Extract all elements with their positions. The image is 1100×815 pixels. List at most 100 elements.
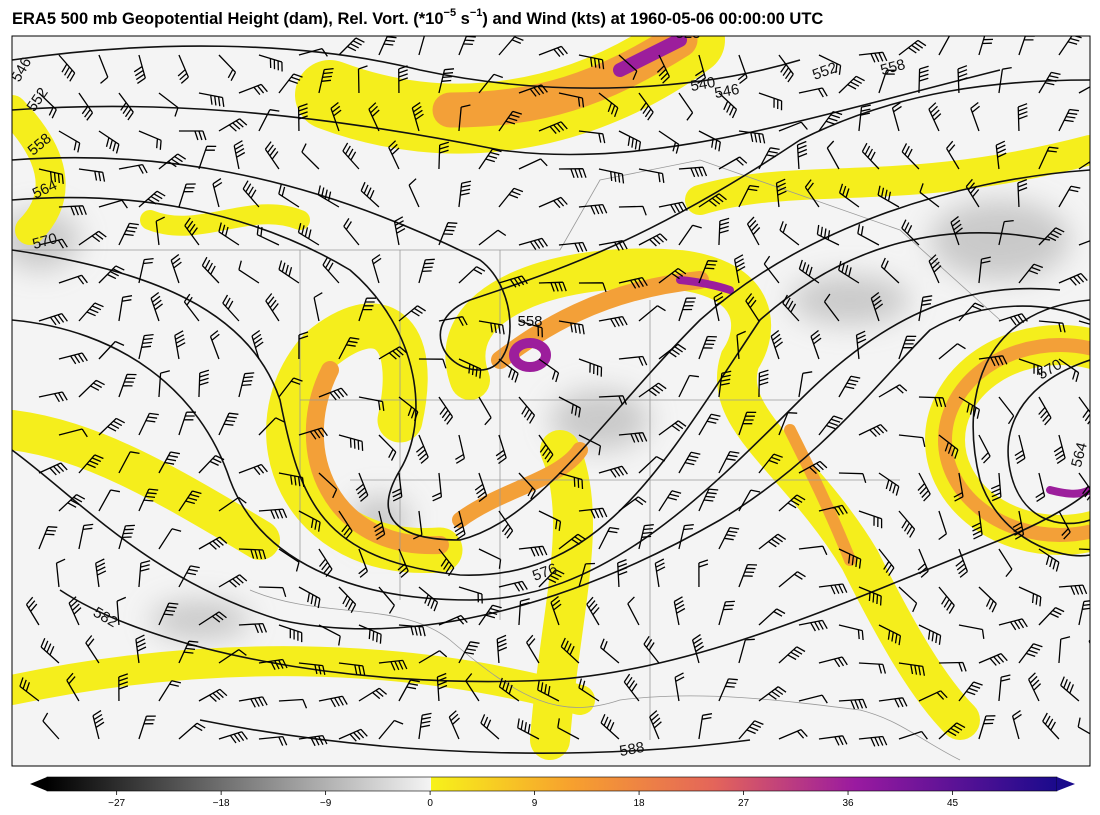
wind-barb (118, 373, 137, 398)
wind-barb (338, 662, 366, 676)
wind-barb (158, 528, 182, 550)
wind-barb (498, 275, 528, 288)
wind-barb (455, 434, 466, 464)
wind-barb (1035, 472, 1046, 502)
wind-barb (858, 662, 887, 674)
wind-barb (238, 372, 255, 398)
wind-barb (798, 694, 828, 704)
wind-barb (355, 472, 369, 502)
wind-barb (738, 184, 760, 208)
wind-barb (578, 678, 600, 702)
colorbar-tick-label: 9 (532, 798, 538, 809)
wind-barb (138, 715, 156, 740)
wind-barb (278, 184, 300, 208)
wind-barb (818, 656, 848, 668)
wind-barb (796, 140, 808, 170)
wind-barb (198, 688, 228, 702)
wind-barb (798, 545, 828, 556)
wind-barb (478, 396, 492, 426)
wind-barb (222, 294, 240, 322)
wind-barb (218, 412, 239, 436)
wind-barb (857, 224, 880, 246)
wind-barb (378, 434, 397, 461)
wind-barb (398, 396, 419, 422)
wind-barb (297, 223, 320, 246)
wind-barb (98, 54, 109, 84)
wind-barb (198, 455, 225, 474)
wind-barb (617, 558, 628, 588)
wind-barb (298, 586, 321, 609)
wind-barb (98, 130, 120, 154)
wind-barb (978, 653, 1008, 666)
contour-label: 570 (31, 230, 60, 253)
wind-barb (398, 679, 420, 702)
wind-barb (877, 185, 900, 208)
wind-barb (415, 434, 429, 464)
wind-barb (798, 87, 828, 98)
wind-barb (880, 257, 900, 284)
wind-barb (1018, 36, 1035, 56)
wind-barb (458, 358, 482, 379)
wind-barb (598, 315, 628, 328)
wind-barb (378, 346, 408, 360)
wind-barb (58, 494, 86, 512)
wind-barb (898, 335, 917, 360)
wind-barb (1038, 548, 1060, 572)
wind-barb (478, 73, 504, 94)
wind-barb (411, 102, 424, 132)
wind-barb (298, 427, 328, 440)
wind-barb (378, 586, 395, 614)
wind-barb (150, 291, 163, 322)
wind-barb (297, 103, 308, 132)
wind-barb (1078, 396, 1090, 425)
wind-barb (638, 524, 654, 550)
wind-barb (698, 488, 719, 512)
wind-barb (618, 432, 648, 443)
wind-barb (618, 54, 638, 80)
wind-barb (1017, 103, 1028, 132)
wind-barb (378, 719, 404, 740)
wind-barb (118, 295, 133, 322)
wind-barb (938, 661, 967, 672)
wind-barb (318, 548, 333, 578)
wind-barb (393, 216, 406, 246)
wind-barb (763, 255, 780, 284)
wind-barb (313, 292, 323, 322)
wind-barb (398, 65, 409, 94)
wind-barb (838, 375, 861, 398)
wind-barb (465, 673, 480, 702)
wind-barb (1058, 636, 1071, 664)
wind-barb (818, 110, 843, 132)
wind-barb (718, 450, 740, 474)
wind-barb (778, 54, 794, 83)
wind-barb (901, 219, 920, 246)
wind-barb (718, 156, 748, 170)
height-contours (12, 45, 1090, 754)
wind-barb (518, 320, 543, 338)
wind-barb (118, 524, 135, 550)
wind-barb (78, 92, 94, 121)
wind-barb (838, 183, 860, 208)
wind-barb (1011, 710, 1022, 740)
wind-barb (78, 230, 107, 246)
wind-barb (118, 163, 148, 174)
wind-barb (438, 548, 455, 577)
wind-barb (698, 130, 721, 152)
wind-barb (891, 102, 902, 132)
wind-barb (174, 330, 186, 360)
wind-barb (654, 558, 666, 588)
wind-barb (238, 548, 267, 560)
wind-barb (413, 510, 423, 540)
wind-barb (177, 54, 189, 84)
wind-barb (1058, 584, 1088, 596)
wind-barb (738, 638, 755, 664)
wind-barb (538, 510, 562, 531)
wind-barb (398, 305, 426, 322)
wind-barb (338, 37, 365, 56)
wind-barb (957, 65, 968, 94)
wind-barb (858, 104, 871, 132)
wind-barb (448, 710, 460, 740)
wind-barb (458, 36, 476, 56)
wind-barb (495, 434, 507, 465)
wind-barb (738, 720, 764, 740)
